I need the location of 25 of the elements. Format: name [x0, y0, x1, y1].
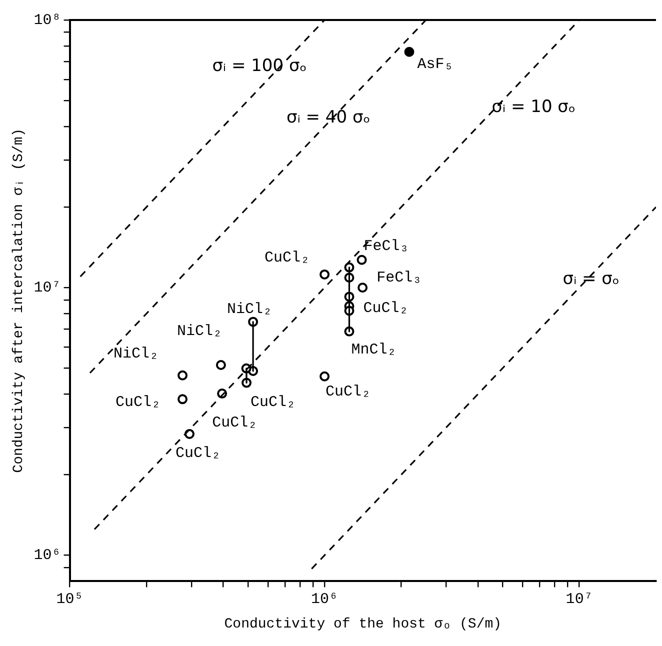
annotation: σᵢ = 100 σₒ — [212, 56, 307, 76]
annotation: MnCl₂ — [351, 341, 396, 358]
annotation: CuCl₂ — [175, 444, 221, 462]
y-tick-label: 10⁶ — [34, 547, 61, 564]
annotation: CuCl₂ — [250, 394, 296, 411]
x-tick-label: 10⁷ — [566, 591, 593, 608]
annotation: CuCl₂ — [326, 383, 371, 400]
y-tick-label: 10⁸ — [34, 12, 61, 29]
y-axis-title: Conductivity after intercalation σᵢ (S/m) — [11, 128, 28, 473]
x-axis-title: Conductivity of the host σₒ (S/m) — [224, 616, 502, 632]
y-tick-label: 10⁷ — [34, 280, 61, 297]
annotation: CuCl₂ — [264, 249, 310, 266]
annotation: σᵢ = σₒ — [562, 269, 620, 290]
annotation: NiCl₂ — [176, 322, 222, 340]
x-tick-label: 10⁶ — [311, 591, 338, 608]
annotation: CuCl₂ — [363, 300, 408, 318]
annotation: FeCl₃ — [364, 238, 409, 255]
annotation: CuCl₂ — [116, 394, 161, 412]
annotation: CuCl₂ — [212, 414, 258, 432]
annotation: FeCl₃ — [376, 270, 422, 287]
annotation: AsF₅ — [417, 56, 454, 73]
x-tick-label: 10⁵ — [56, 591, 84, 608]
annotation: σᵢ = 40 σₒ — [286, 108, 370, 128]
annotation: NiCl₂ — [227, 300, 272, 318]
annotation: NiCl₂ — [114, 345, 159, 362]
